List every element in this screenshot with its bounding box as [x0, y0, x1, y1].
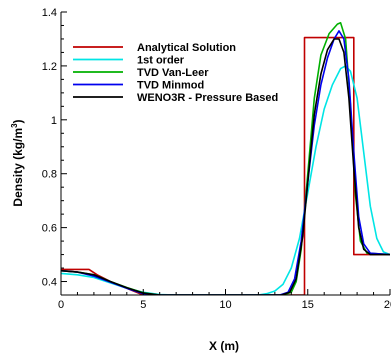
x-tick-label-0: 0 [58, 299, 64, 311]
y-tick-label-1: 0.6 [42, 223, 57, 235]
series-layer [61, 22, 390, 295]
series-line-4 [61, 38, 390, 295]
y-axis-title: Density (kg/m3) [10, 119, 25, 206]
y-tick-label-5: 1.4 [42, 7, 57, 19]
x-axis-title: X (m) [209, 339, 239, 353]
axis-layer: 0 5 10 15 20 0.4 0.6 0.8 1 1.2 1.4 [42, 7, 391, 311]
series-line-0 [61, 36, 390, 295]
y-axis-title-main: Density (kg/m [11, 128, 25, 207]
y-axis-title-sup: 3 [10, 123, 19, 128]
x-tick-label-2: 10 [219, 299, 231, 311]
x-tick-label-4: 20 [384, 299, 391, 311]
y-axis-title-close: ) [11, 119, 25, 123]
y-tick-label-2: 0.8 [42, 169, 57, 181]
y-tick-label-0: 0.4 [42, 277, 57, 289]
legend-label-2: TVD Van-Leer [137, 67, 209, 79]
y-tick-label-3: 1 [51, 115, 57, 127]
legend-label-3: TVD Minmod [137, 80, 204, 92]
y-tick-label-4: 1.2 [42, 61, 57, 73]
legend-label-0: Analytical Solution [137, 42, 236, 54]
legend-label-1: 1st order [137, 55, 185, 67]
x-tick-label-3: 15 [302, 299, 314, 311]
legend-label-4: WENO3R - Pressure Based [137, 92, 278, 104]
x-tick-label-1: 5 [140, 299, 146, 311]
